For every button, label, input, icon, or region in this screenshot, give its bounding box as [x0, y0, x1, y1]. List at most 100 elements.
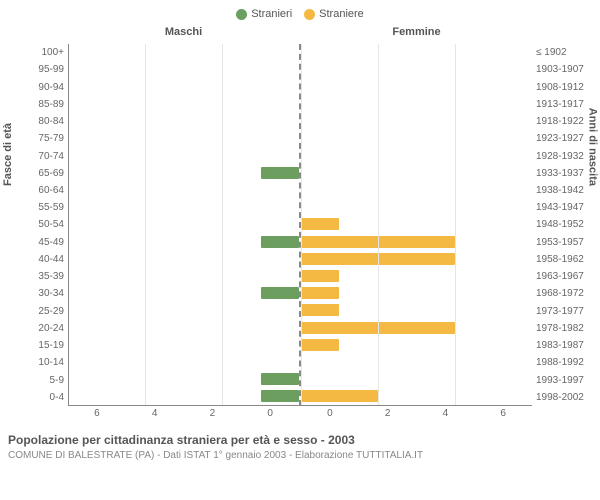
- bar-row-male: [68, 44, 299, 61]
- bar-row-female: [301, 96, 532, 113]
- bar-female: [301, 390, 378, 402]
- x-tick: 6: [68, 408, 126, 422]
- bar-row-female: [301, 319, 532, 336]
- y-axis-left-title: Fasce di età: [2, 123, 14, 186]
- year-label: 1958-1962: [536, 251, 592, 268]
- footer-title: Popolazione per cittadinanza straniera p…: [8, 432, 592, 449]
- y-axis-right-title: Anni di nascita: [586, 108, 598, 186]
- year-label: 1948-1952: [536, 216, 592, 233]
- bar-row-female: [301, 182, 532, 199]
- bar-row-male: [68, 353, 299, 370]
- age-label: 20-24: [8, 320, 64, 337]
- bar-row-male: [68, 61, 299, 78]
- age-label: 45-49: [8, 234, 64, 251]
- bar-male: [261, 373, 299, 385]
- bar-female: [301, 236, 455, 248]
- chart-footer: Popolazione per cittadinanza straniera p…: [8, 432, 592, 463]
- legend-label-male: Stranieri: [251, 8, 292, 20]
- bar-row-female: [301, 353, 532, 370]
- bar-row-male: [68, 147, 299, 164]
- age-label: 5-9: [8, 371, 64, 388]
- age-label: 15-19: [8, 337, 64, 354]
- bar-female: [301, 253, 455, 265]
- bar-female: [301, 339, 339, 351]
- female-half: Femmine: [301, 26, 532, 406]
- year-label: 1953-1957: [536, 234, 592, 251]
- bar-row-male: [68, 267, 299, 284]
- year-label: 1983-1987: [536, 337, 592, 354]
- bar-row-male: [68, 164, 299, 181]
- age-label: 100+: [8, 44, 64, 61]
- age-label: 10-14: [8, 354, 64, 371]
- year-label: 1943-1947: [536, 199, 592, 216]
- age-label: 75-79: [8, 130, 64, 147]
- age-label: 30-34: [8, 285, 64, 302]
- age-label: 65-69: [8, 165, 64, 182]
- x-axis: 6420 0246: [8, 408, 592, 422]
- legend-label-female: Straniere: [319, 8, 364, 20]
- age-label: 55-59: [8, 199, 64, 216]
- age-label: 25-29: [8, 303, 64, 320]
- bar-row-female: [301, 199, 532, 216]
- year-label: 1918-1922: [536, 113, 592, 130]
- year-label: 1928-1932: [536, 147, 592, 164]
- year-label: ≤ 1902: [536, 44, 592, 61]
- year-label: 1938-1942: [536, 182, 592, 199]
- x-tick: 2: [359, 408, 417, 422]
- year-label: 1913-1917: [536, 96, 592, 113]
- bar-row-female: [301, 44, 532, 61]
- legend-item-male: Stranieri: [236, 8, 292, 20]
- age-label: 35-39: [8, 268, 64, 285]
- year-label: 1978-1982: [536, 320, 592, 337]
- age-label: 90-94: [8, 78, 64, 95]
- year-label: 1968-1972: [536, 285, 592, 302]
- legend: Stranieri Straniere: [8, 8, 592, 20]
- bar-row-male: [68, 233, 299, 250]
- bar-row-female: [301, 233, 532, 250]
- bar-row-female: [301, 130, 532, 147]
- bar-row-female: [301, 78, 532, 95]
- y-labels-years: ≤ 19021903-19071908-19121913-19171918-19…: [532, 26, 592, 406]
- bar-row-male: [68, 113, 299, 130]
- age-label: 85-89: [8, 96, 64, 113]
- bar-row-male: [68, 78, 299, 95]
- bar-row-female: [301, 302, 532, 319]
- legend-swatch-male: [236, 9, 247, 20]
- bar-row-male: [68, 336, 299, 353]
- bar-row-female: [301, 164, 532, 181]
- x-tick: 6: [474, 408, 532, 422]
- x-tick: 2: [184, 408, 242, 422]
- age-label: 80-84: [8, 113, 64, 130]
- bar-row-male: [68, 216, 299, 233]
- bar-row-male: [68, 371, 299, 388]
- year-label: 1933-1937: [536, 165, 592, 182]
- male-half: Maschi: [68, 26, 299, 406]
- bar-male: [261, 287, 299, 299]
- bar-row-male: [68, 182, 299, 199]
- year-label: 1973-1977: [536, 303, 592, 320]
- bar-male: [261, 236, 299, 248]
- bar-male: [261, 390, 299, 402]
- legend-item-female: Straniere: [304, 8, 364, 20]
- male-title: Maschi: [68, 26, 299, 44]
- year-label: 1963-1967: [536, 268, 592, 285]
- bar-female: [301, 322, 455, 334]
- bar-female: [301, 287, 339, 299]
- x-tick: 0: [301, 408, 359, 422]
- bar-row-male: [68, 388, 299, 405]
- bar-row-female: [301, 388, 532, 405]
- bar-female: [301, 270, 339, 282]
- bar-row-male: [68, 319, 299, 336]
- bar-row-female: [301, 250, 532, 267]
- bar-row-female: [301, 113, 532, 130]
- bar-row-female: [301, 216, 532, 233]
- age-label: 60-64: [8, 182, 64, 199]
- x-tick: 4: [126, 408, 184, 422]
- bar-row-male: [68, 130, 299, 147]
- year-label: 1993-1997: [536, 371, 592, 388]
- bar-row-male: [68, 302, 299, 319]
- bar-row-female: [301, 285, 532, 302]
- bar-row-female: [301, 267, 532, 284]
- bar-male: [261, 167, 299, 179]
- age-label: 0-4: [8, 389, 64, 406]
